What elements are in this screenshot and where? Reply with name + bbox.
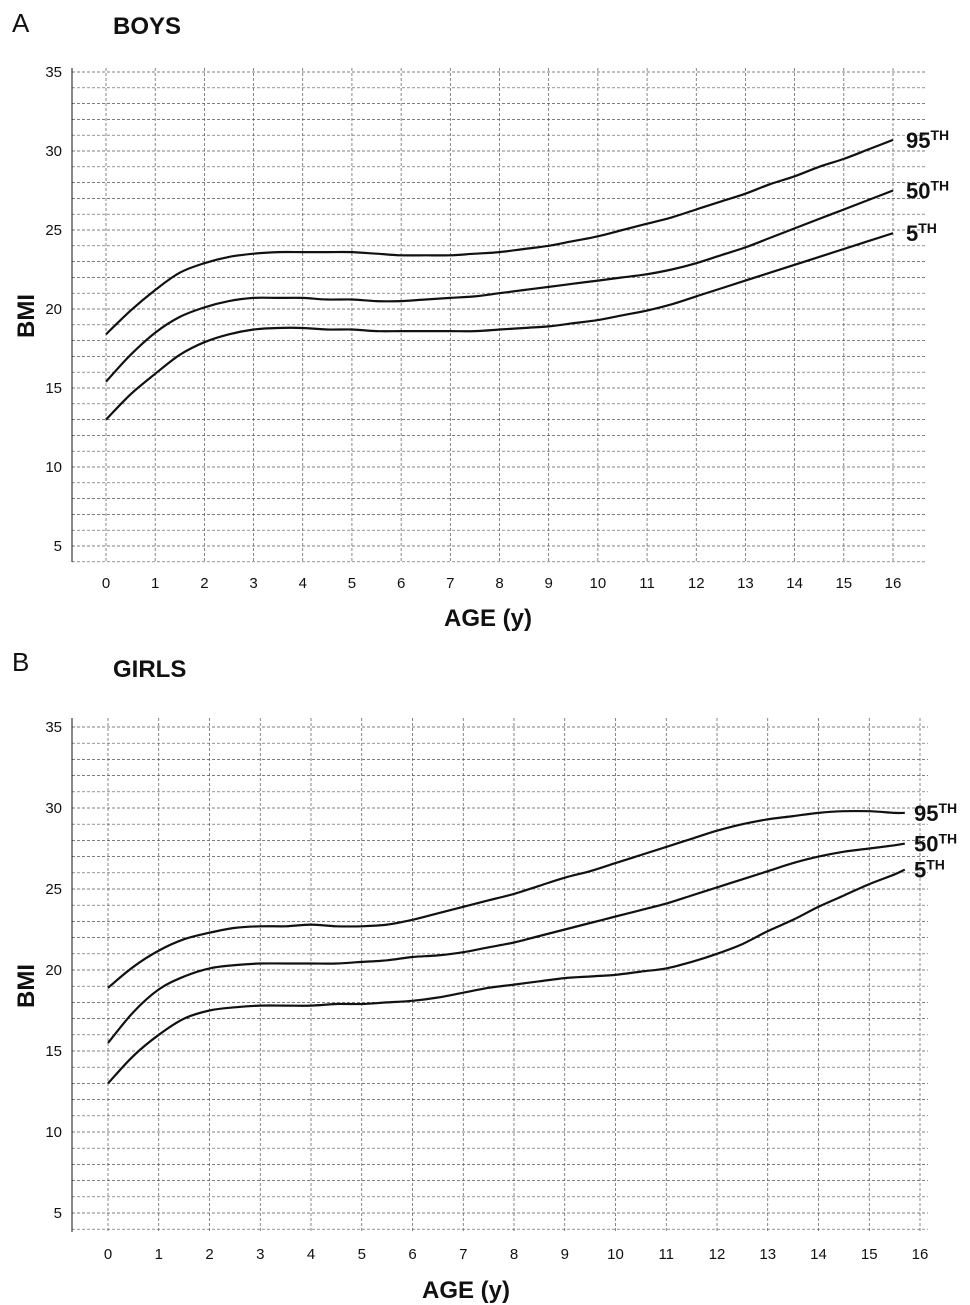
x-tick-label: 9 (545, 575, 553, 592)
x-tick-label: 11 (658, 1246, 674, 1263)
x-tick-label: 2 (200, 575, 208, 592)
y-tick-label: 30 (45, 800, 62, 817)
x-tick-label: 13 (737, 575, 754, 592)
x-axis-label-girls: AGE (y) (422, 1277, 510, 1304)
x-tick-label: 3 (256, 1246, 264, 1263)
curve-boys-95th-percentile (105, 138, 894, 336)
x-tick-label: 15 (835, 575, 852, 592)
percentile-label-50th: 50TH (914, 831, 957, 857)
y-tick-label: 15 (45, 1043, 62, 1060)
x-tick-label: 16 (885, 575, 902, 592)
y-tick-label: 25 (45, 881, 62, 898)
percentile-label-95th: 95TH (914, 800, 957, 826)
y-tick-label: 25 (45, 222, 62, 239)
percentile-label-5th: 5TH (906, 220, 937, 246)
x-tick-label: 14 (786, 575, 803, 592)
y-tick-label: 15 (45, 380, 62, 397)
x-tick-label: 4 (299, 575, 307, 592)
x-tick-label: 3 (249, 575, 257, 592)
x-tick-label: 9 (561, 1246, 569, 1263)
x-tick-label: 5 (358, 1246, 366, 1263)
curve-girls-95th-percentile (107, 809, 905, 989)
y-tick-label: 5 (54, 1205, 62, 1222)
x-tick-label: 8 (495, 575, 503, 592)
x-tick-label: 11 (639, 575, 655, 592)
x-tick-label: 0 (104, 1246, 112, 1263)
panel-letter-a: A (12, 8, 30, 38)
x-tick-label: 6 (397, 575, 405, 592)
y-tick-label: 20 (45, 962, 62, 979)
x-tick-label: 1 (151, 575, 159, 592)
curve-boys-5th-percentile (105, 232, 894, 421)
x-tick-label: 12 (688, 575, 705, 592)
curve-boys-50th-percentile (105, 189, 894, 383)
x-tick-label: 16 (912, 1246, 929, 1263)
percentile-label-50th: 50TH (906, 178, 949, 204)
y-tick-label: 35 (45, 719, 62, 736)
x-tick-label: 10 (607, 1246, 624, 1263)
grid-girls (71, 718, 928, 1232)
x-tick-labels-girls: 0 1 2 3 4 5 6 7 8 9 10 11 12 13 14 15 16 (104, 1246, 929, 1263)
curve-girls-5th-percentile (107, 868, 906, 1085)
chart-title-girls: GIRLS (113, 656, 186, 683)
percentile-curves-boys (105, 138, 894, 421)
x-tick-label: 14 (810, 1246, 827, 1263)
y-tick-labels-boys: 5 10 15 20 25 30 35 (45, 64, 62, 555)
x-tick-labels-boys: 0 1 2 3 4 5 6 7 8 9 10 11 12 13 14 15 16 (102, 575, 902, 592)
percentile-labels-boys: 95TH 50TH 5TH (906, 127, 949, 246)
chart-title-boys: BOYS (113, 13, 181, 40)
x-tick-label: 12 (709, 1246, 726, 1263)
x-tick-label: 13 (759, 1246, 776, 1263)
x-tick-label: 10 (590, 575, 607, 592)
y-axis-label-girls: BMI (13, 964, 40, 1008)
y-tick-label: 20 (45, 301, 62, 318)
x-tick-label: 4 (307, 1246, 315, 1263)
y-tick-labels-girls: 5 10 15 20 25 30 35 (45, 719, 62, 1222)
curve-girls-50th-percentile (107, 842, 905, 1044)
y-tick-label: 30 (45, 143, 62, 160)
panel-letter-b: B (12, 647, 29, 677)
x-tick-label: 1 (155, 1246, 163, 1263)
y-tick-label: 10 (45, 1124, 62, 1141)
percentile-label-5th: 5TH (914, 857, 945, 883)
y-axis-label-boys: BMI (13, 294, 40, 338)
percentile-curves-girls (107, 809, 906, 1085)
y-tick-label: 5 (54, 538, 62, 555)
x-axis-label-boys: AGE (y) (444, 605, 532, 632)
x-tick-label: 7 (459, 1246, 467, 1263)
y-tick-label: 10 (45, 459, 62, 476)
x-tick-label: 2 (205, 1246, 213, 1263)
x-tick-label: 8 (510, 1246, 518, 1263)
grid-boys (71, 68, 926, 563)
x-tick-label: 6 (408, 1246, 416, 1263)
percentile-label-95th: 95TH (906, 127, 949, 153)
y-tick-label: 35 (45, 64, 62, 81)
x-tick-label: 0 (102, 575, 110, 592)
x-tick-label: 5 (348, 575, 356, 592)
x-tick-label: 7 (446, 575, 454, 592)
x-tick-label: 15 (861, 1246, 878, 1263)
